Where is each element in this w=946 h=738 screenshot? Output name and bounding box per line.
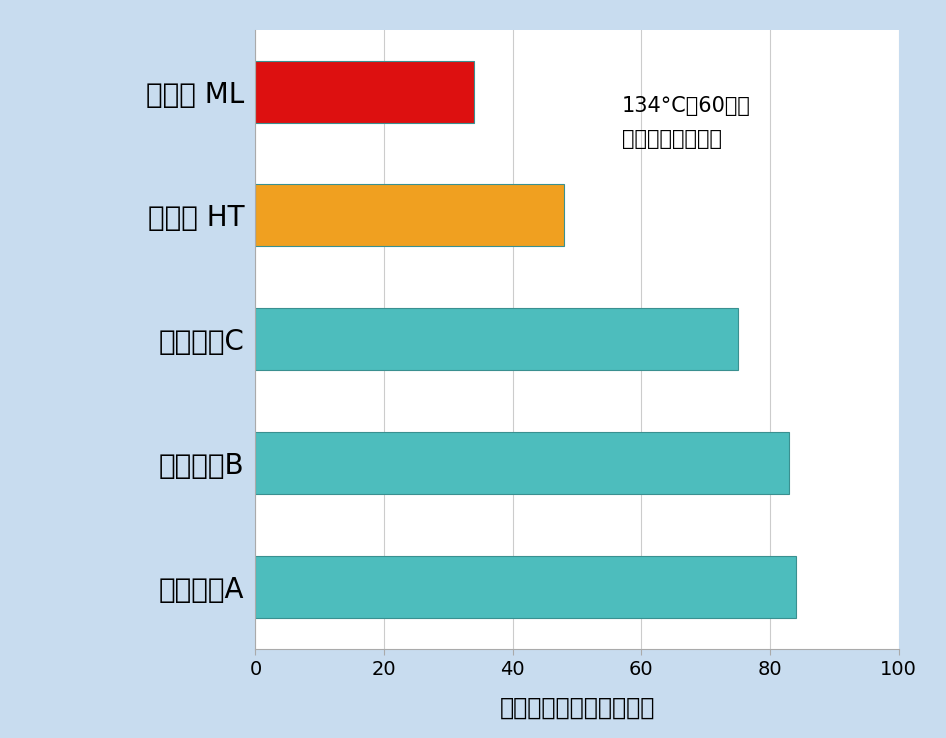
Bar [255, 308, 738, 370]
Bar [255, 61, 474, 123]
Bar [255, 432, 789, 494]
Text: 134°C、60時間
オートクレーブ後: 134°C、60時間 オートクレーブ後 [622, 96, 751, 149]
X-axis label: 単斜晶含有量（体積％）: 単斜晶含有量（体積％） [499, 695, 655, 720]
Bar [255, 556, 796, 618]
Bar [255, 184, 564, 246]
